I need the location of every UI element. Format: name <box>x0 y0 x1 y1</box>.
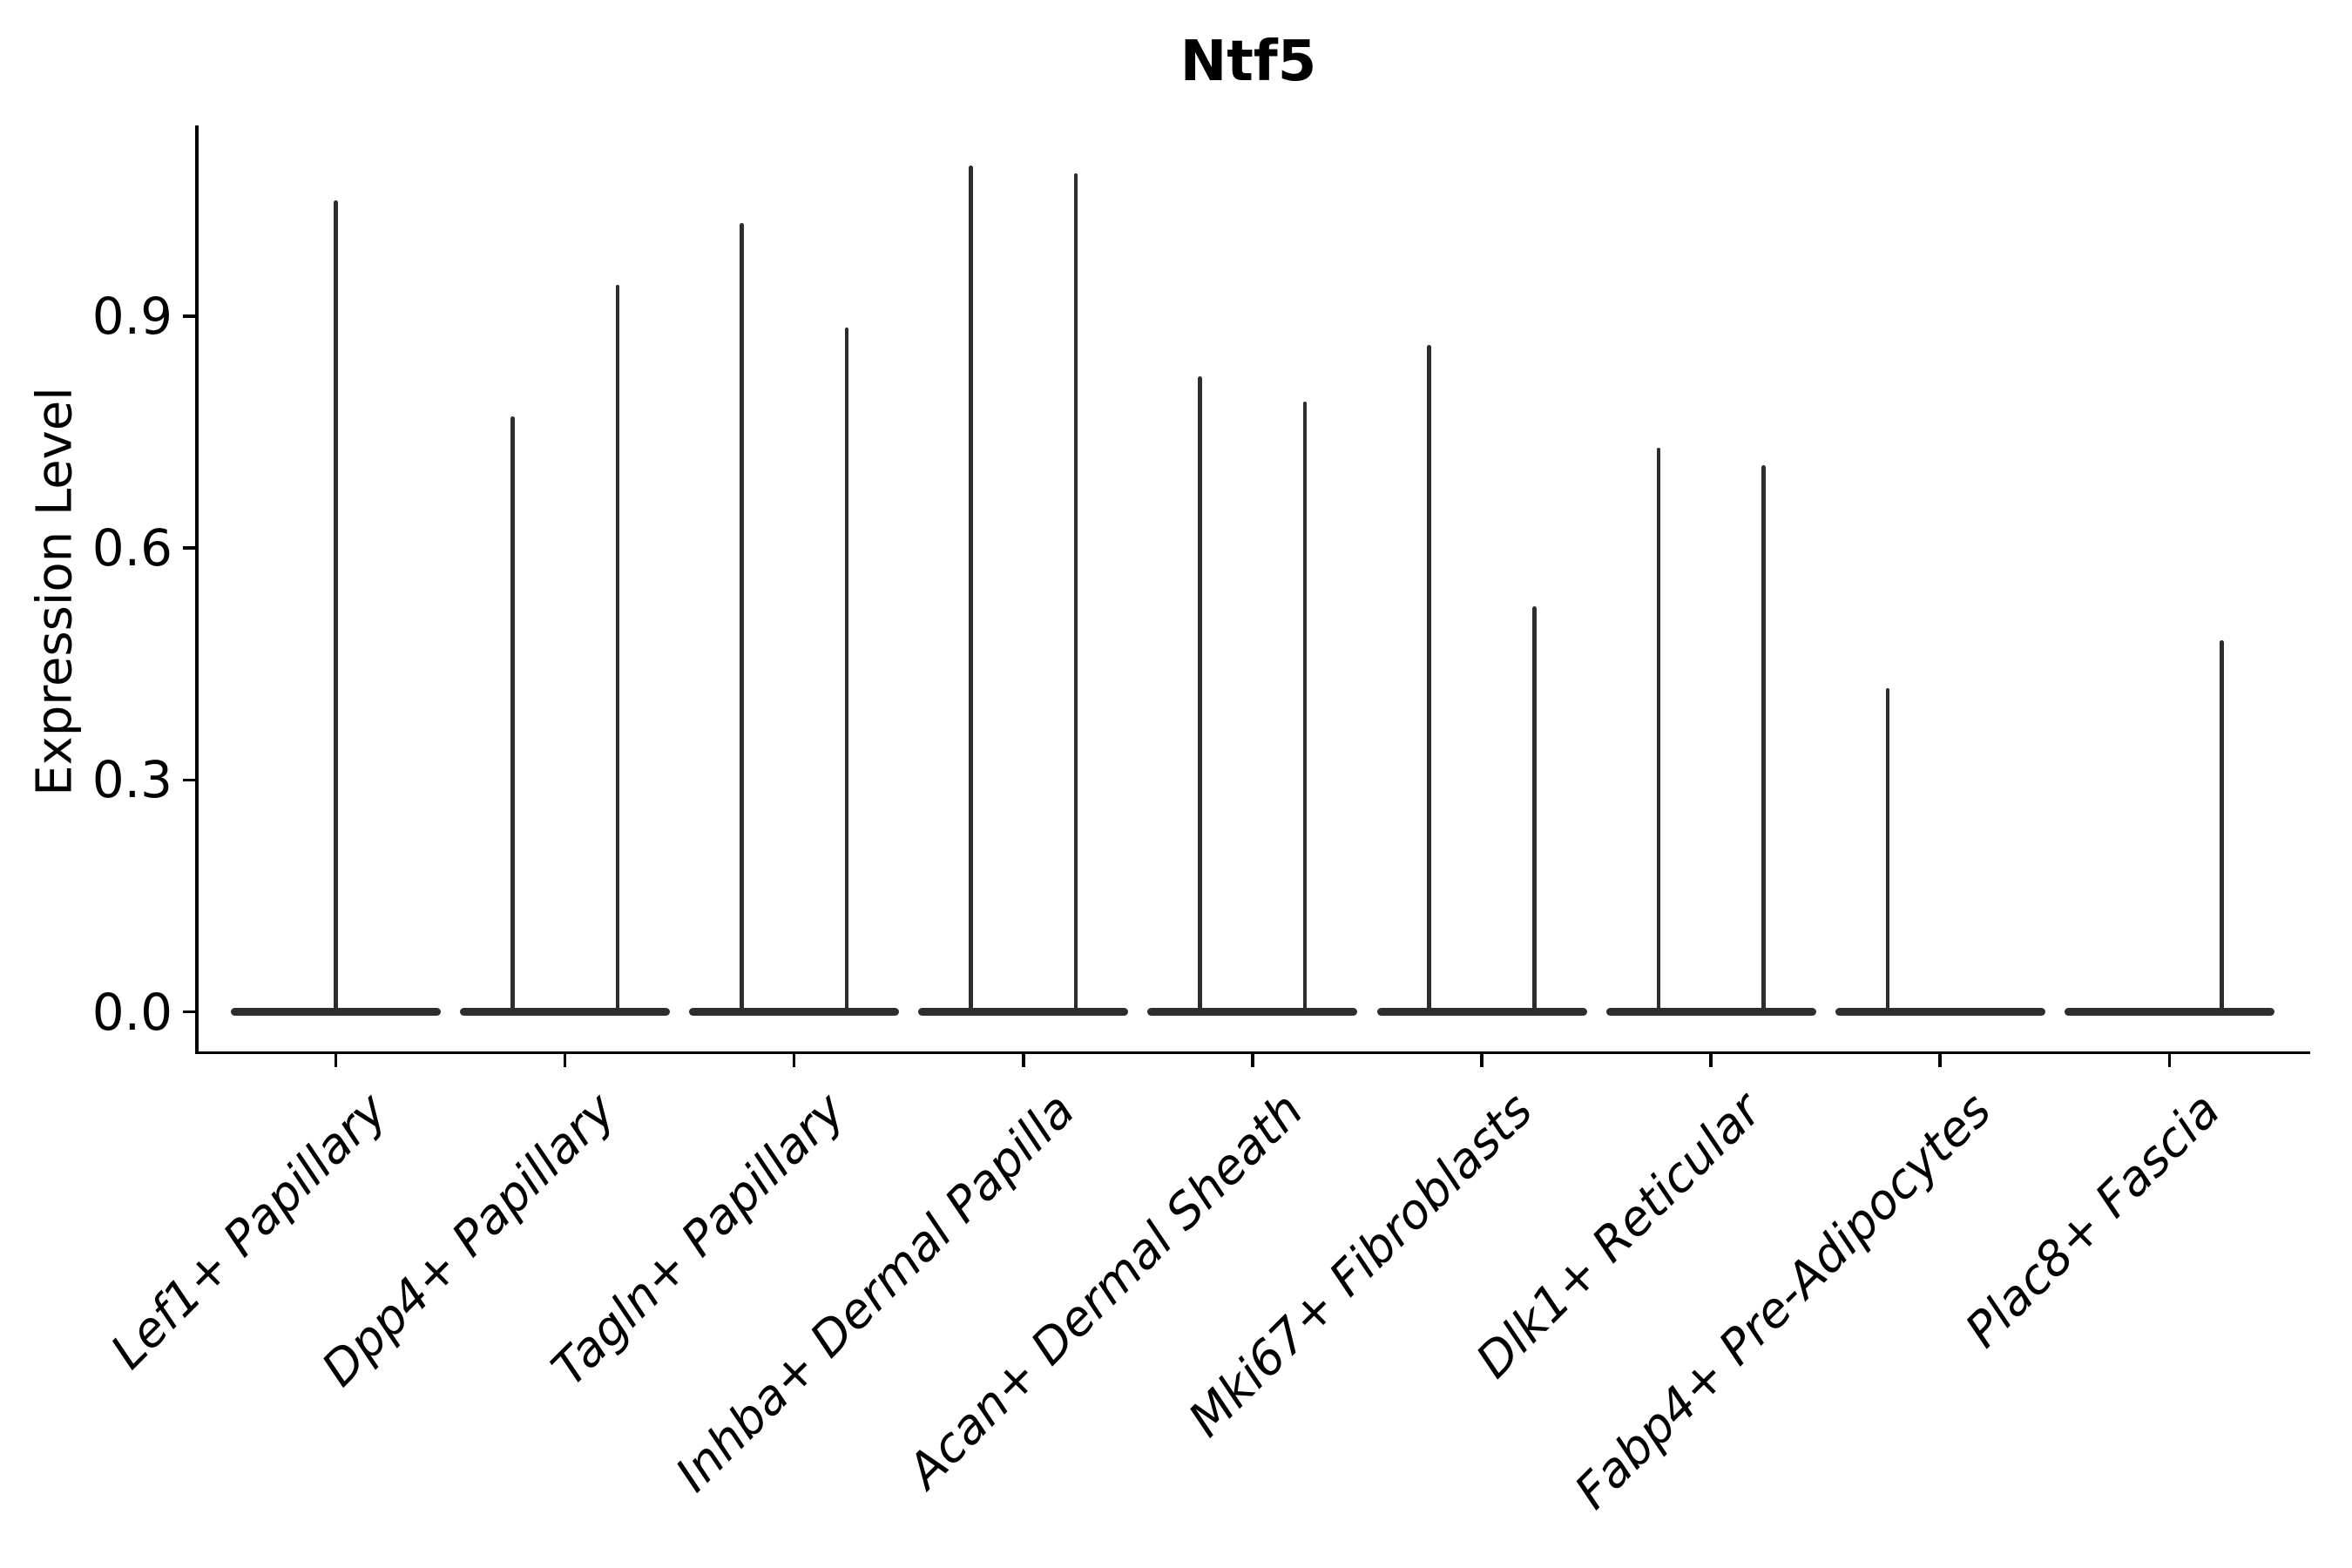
violin-spike <box>1656 447 1661 1012</box>
violin-body <box>918 1008 1129 1016</box>
violin-body <box>2064 1008 2274 1016</box>
violin-body <box>689 1008 900 1016</box>
y-tick-label: 0.0 <box>91 982 172 1042</box>
violin-spike <box>1531 605 1537 1012</box>
violin-spike <box>334 199 338 1012</box>
violin-spike <box>1302 401 1308 1012</box>
x-tick-mark <box>792 1052 796 1067</box>
violin-spike <box>1198 376 1202 1012</box>
violin-spike <box>740 223 744 1012</box>
x-axis-category-label: Fabp4+ Pre-Adipocytes <box>1564 1082 2002 1520</box>
x-tick-mark <box>1938 1052 1942 1067</box>
x-tick-mark <box>1709 1052 1713 1067</box>
y-tick-mark <box>182 546 197 550</box>
violin-body <box>1376 1008 1587 1016</box>
y-tick-mark <box>182 314 197 318</box>
y-tick-label: 0.9 <box>91 286 172 346</box>
y-tick-label: 0.6 <box>91 518 172 578</box>
violin-body <box>1605 1008 1816 1016</box>
violin-spike <box>2220 639 2224 1012</box>
x-tick-mark <box>563 1052 567 1067</box>
violin-body <box>1835 1008 2045 1016</box>
x-tick-mark <box>1251 1052 1254 1067</box>
violin-body <box>460 1008 671 1016</box>
chart-title: Ntf5 <box>1179 30 1317 94</box>
violin-spike <box>1427 344 1432 1012</box>
x-axis-category-label: Acan+ Dermal Sheath <box>896 1082 1315 1499</box>
x-axis-category-label: Inhba+ Dermal Papilla <box>664 1082 1085 1503</box>
y-axis-label: Expression Level <box>26 387 84 796</box>
x-tick-mark <box>2167 1052 2172 1067</box>
y-tick-mark <box>182 1010 197 1014</box>
violin-spike <box>1761 465 1766 1012</box>
violin-body <box>1147 1008 1358 1016</box>
violin-body <box>231 1008 441 1016</box>
y-tick-label: 0.3 <box>91 750 172 810</box>
y-axis-spine <box>195 125 199 1054</box>
x-tick-mark <box>1480 1052 1484 1067</box>
violin-spike <box>1073 172 1078 1012</box>
violin-spike <box>969 165 973 1012</box>
violin-spike <box>844 328 849 1012</box>
violin-spike <box>615 285 620 1012</box>
violin-spike <box>510 416 515 1012</box>
violin-spike <box>1885 687 1890 1012</box>
x-tick-mark <box>1022 1052 1025 1067</box>
y-tick-mark <box>182 778 197 782</box>
x-tick-mark <box>334 1052 338 1067</box>
